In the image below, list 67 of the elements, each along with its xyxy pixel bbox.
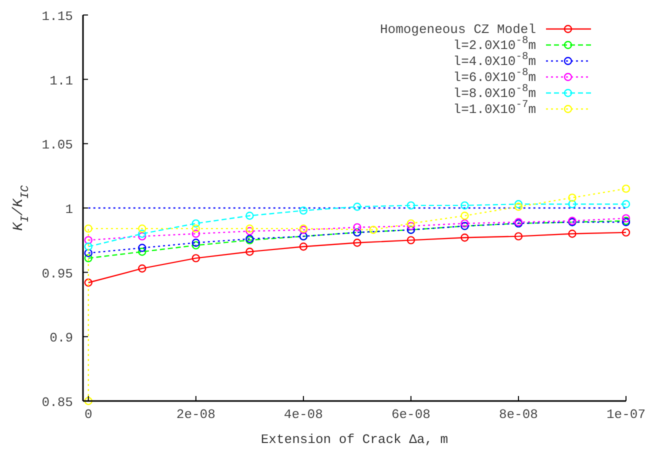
point [460,233,469,242]
y-tick-label: 0.9 [50,330,73,346]
x-tick-label: 4e-08 [284,407,323,422]
y-tick-label: 1 [65,202,74,217]
legend-label: l=8.0X10$^{-8}$m [453,83,536,101]
point [299,242,308,251]
point [369,226,378,234]
point [514,232,523,240]
x-tick-label: 6e-08 [391,407,430,422]
point [406,222,416,230]
point [622,200,630,208]
y-tick-label: 1.1 [50,73,74,88]
point [138,248,146,256]
point [622,214,630,222]
x-tick-label: 0 [84,407,92,422]
point [622,184,630,193]
point [406,201,416,210]
point [84,396,92,406]
point [568,200,576,208]
y-tick-label: 1.15 [42,9,73,24]
point [192,238,200,247]
point [84,242,92,251]
point [192,230,200,238]
point [138,232,146,240]
point [406,236,416,244]
point [246,224,254,233]
legend-label: Homogeneous CZ Model [380,22,536,37]
point [192,224,200,233]
x-tick-label: 2e-08 [176,407,216,422]
point [84,236,92,244]
point [192,241,200,250]
point [84,224,92,233]
y-tick-label: 1.05 [42,138,73,153]
legend-label: l=6.0X10$^{-8}$m [453,67,536,85]
point [353,238,362,247]
point [246,248,254,256]
point [514,200,523,208]
legend-label: l=1.0X10$^{-7}$m [453,99,536,117]
point [568,194,576,202]
point [514,202,523,211]
point [138,264,146,273]
x-tick-label: 1e-07 [606,407,646,422]
point [138,244,146,252]
legend-label: l=4.0X10$^{-8}$m [453,51,536,69]
point [84,248,92,258]
point [138,224,146,233]
legend-label: l=2.0X10$^{-8}$m [453,35,536,53]
point [568,230,576,238]
point [353,223,362,232]
point [299,206,308,215]
point [246,227,254,236]
y-tick-label: 0.95 [42,266,73,282]
point [460,201,469,210]
x-tick-label: 8e-08 [498,407,538,422]
point [84,254,92,262]
point [192,254,200,262]
point [406,219,416,228]
point [84,278,92,287]
point [460,219,469,228]
point [138,230,146,238]
point [192,219,200,228]
point [460,212,469,220]
point [246,212,254,220]
y-tick-label: 0.85 [42,395,73,410]
point [622,228,630,237]
point [353,202,362,211]
x-axis-title: Extension of Crack Δa, m [260,432,448,447]
